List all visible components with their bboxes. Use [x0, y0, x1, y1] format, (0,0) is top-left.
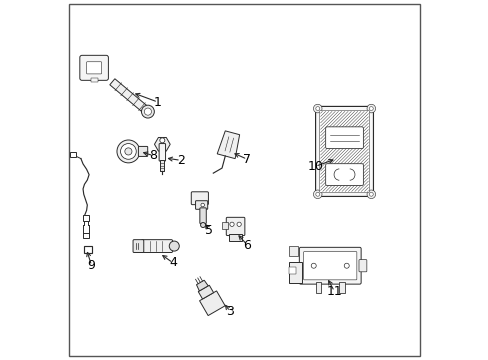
FancyBboxPatch shape	[141, 240, 172, 252]
Bar	[315, 282, 321, 293]
Text: 1: 1	[154, 96, 162, 109]
FancyBboxPatch shape	[133, 240, 143, 252]
FancyBboxPatch shape	[191, 192, 208, 204]
Bar	[83, 246, 91, 253]
Bar	[289, 246, 298, 256]
FancyBboxPatch shape	[303, 252, 356, 280]
FancyBboxPatch shape	[159, 144, 165, 161]
FancyBboxPatch shape	[80, 55, 108, 80]
Circle shape	[368, 107, 372, 111]
Circle shape	[201, 203, 204, 207]
Circle shape	[160, 138, 164, 143]
FancyBboxPatch shape	[195, 201, 207, 209]
Circle shape	[229, 222, 234, 226]
Polygon shape	[199, 291, 224, 316]
Text: 5: 5	[205, 224, 213, 237]
Circle shape	[121, 144, 136, 159]
Circle shape	[315, 107, 319, 111]
FancyBboxPatch shape	[299, 247, 361, 284]
Circle shape	[368, 192, 372, 196]
Bar	[222, 222, 227, 229]
Text: 11: 11	[326, 285, 342, 298]
Bar	[83, 215, 89, 221]
Bar	[289, 262, 301, 283]
Polygon shape	[196, 280, 208, 291]
FancyBboxPatch shape	[325, 164, 363, 185]
FancyBboxPatch shape	[138, 147, 147, 157]
Circle shape	[313, 190, 322, 199]
Bar	[91, 78, 98, 82]
Circle shape	[315, 192, 319, 196]
Bar	[229, 234, 242, 241]
Circle shape	[124, 148, 132, 155]
Circle shape	[169, 241, 179, 251]
FancyBboxPatch shape	[86, 62, 102, 74]
Polygon shape	[198, 285, 213, 299]
FancyBboxPatch shape	[325, 127, 363, 149]
Circle shape	[366, 190, 375, 199]
Circle shape	[313, 104, 322, 113]
Circle shape	[344, 263, 348, 268]
Text: 8: 8	[149, 149, 157, 162]
Bar	[70, 152, 75, 157]
Text: 6: 6	[243, 239, 251, 252]
Polygon shape	[110, 79, 150, 114]
Text: 3: 3	[226, 305, 234, 318]
Text: 4: 4	[169, 256, 177, 269]
Bar	[160, 160, 164, 171]
Circle shape	[366, 104, 375, 113]
Text: 9: 9	[87, 259, 95, 272]
Circle shape	[144, 108, 151, 115]
Circle shape	[141, 105, 154, 118]
Circle shape	[117, 140, 140, 163]
FancyBboxPatch shape	[315, 107, 373, 197]
Text: 7: 7	[243, 153, 251, 166]
Bar	[289, 267, 295, 274]
Bar	[339, 282, 344, 293]
FancyBboxPatch shape	[319, 111, 369, 193]
Bar	[83, 233, 89, 238]
Text: 2: 2	[177, 154, 184, 167]
FancyBboxPatch shape	[358, 260, 366, 272]
FancyBboxPatch shape	[200, 208, 206, 224]
Polygon shape	[217, 131, 239, 159]
FancyBboxPatch shape	[226, 217, 244, 235]
Circle shape	[237, 222, 241, 226]
Circle shape	[310, 263, 316, 268]
Text: 10: 10	[306, 160, 323, 173]
Circle shape	[200, 222, 205, 228]
